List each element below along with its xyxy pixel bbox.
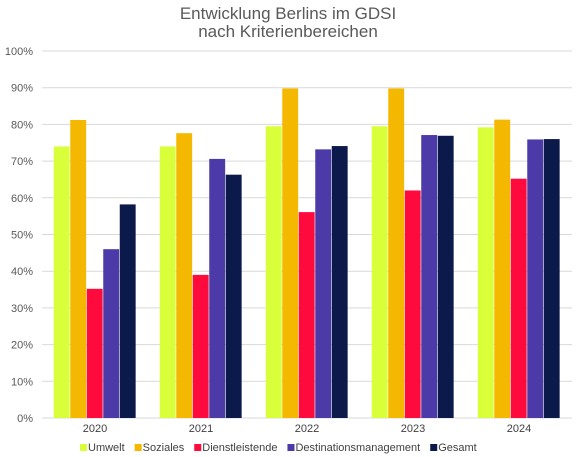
bar (421, 135, 438, 418)
bar (437, 135, 454, 419)
y-tick-label: 40% (11, 266, 33, 278)
legend-label: Destinationsmanagement (295, 442, 420, 454)
bar (176, 133, 193, 418)
bar (103, 249, 120, 418)
legend-swatch (134, 444, 142, 451)
legend-swatch (430, 444, 438, 451)
y-tick-label: 100% (5, 46, 33, 58)
bar (510, 178, 527, 418)
y-tick-label: 30% (11, 303, 33, 315)
x-tick-label: 2020 (83, 423, 107, 435)
legend-label: Umwelt (88, 442, 125, 454)
y-tick-label: 80% (11, 119, 33, 131)
y-tick-label: 60% (11, 193, 33, 205)
bar (209, 158, 226, 418)
bar (404, 190, 421, 418)
legend-label: Dienstleistende (202, 442, 277, 454)
bar (527, 139, 544, 418)
bar (388, 88, 405, 419)
bar (265, 126, 282, 419)
bar (315, 149, 332, 418)
legend-label: Soziales (143, 442, 185, 454)
x-tick-label: 2022 (295, 423, 319, 435)
bar (86, 288, 103, 418)
bar (331, 146, 348, 419)
bar (477, 127, 494, 418)
legend-swatch (194, 444, 202, 451)
y-tick-label: 50% (11, 230, 33, 242)
bar (371, 126, 388, 419)
bar (494, 119, 511, 418)
x-tick-label: 2023 (401, 423, 425, 435)
bar (192, 274, 209, 418)
y-tick-label: 10% (11, 376, 33, 388)
legend-swatch (80, 444, 87, 451)
legend-swatch (287, 444, 295, 451)
bar (225, 174, 242, 418)
chart-title: Entwicklung Berlins im GDSI (179, 4, 397, 23)
chart-subtitle: nach Kriterienbereichen (198, 22, 378, 41)
bar (543, 139, 560, 418)
bar (298, 212, 315, 418)
legend-label: Gesamt (438, 442, 477, 454)
bar (282, 88, 299, 419)
bar (53, 146, 70, 419)
y-tick-label: 90% (11, 83, 33, 95)
x-tick-label: 2024 (507, 423, 531, 435)
y-tick-label: 70% (11, 156, 33, 168)
x-tick-label: 2021 (189, 423, 213, 435)
y-tick-label: 20% (11, 340, 33, 352)
bar (159, 146, 176, 419)
bar (70, 119, 87, 418)
bar (119, 204, 136, 418)
y-tick-label: 0% (17, 413, 33, 425)
